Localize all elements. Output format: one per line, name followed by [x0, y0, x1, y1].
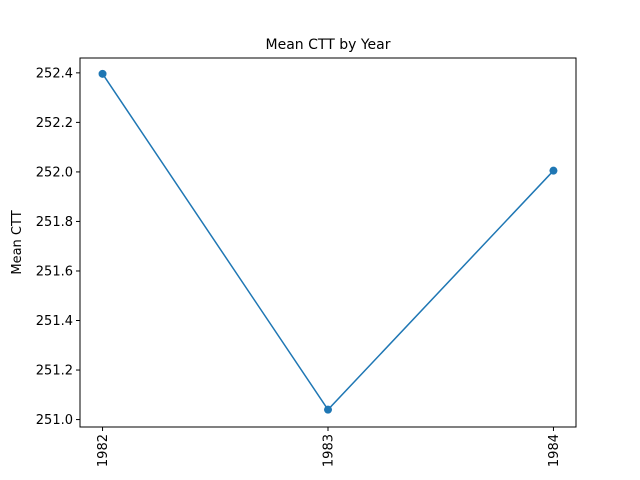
y-tick-label: 251.0: [36, 413, 73, 428]
y-tick-label: 252.0: [36, 165, 73, 180]
chart-title: Mean CTT by Year: [266, 37, 391, 53]
plot-frame: [79, 57, 577, 428]
data-point: [324, 405, 332, 414]
y-tick-label: 252.4: [36, 66, 73, 81]
y-tick-label: 251.6: [36, 264, 73, 279]
y-tick-label: 251.8: [36, 215, 73, 230]
data-line: [101, 73, 554, 411]
y-axis-label: Mean CTT: [10, 210, 25, 274]
data-point: [549, 166, 558, 175]
x-tick-label: 1984: [547, 434, 562, 467]
x-tick-label: 1983: [322, 434, 337, 467]
y-tick-label: 252.2: [36, 116, 73, 131]
y-tick-label: 251.2: [36, 364, 73, 379]
data-point: [98, 69, 107, 78]
y-tick-label: 251.4: [36, 314, 73, 329]
x-tick-label: 1982: [96, 434, 111, 467]
